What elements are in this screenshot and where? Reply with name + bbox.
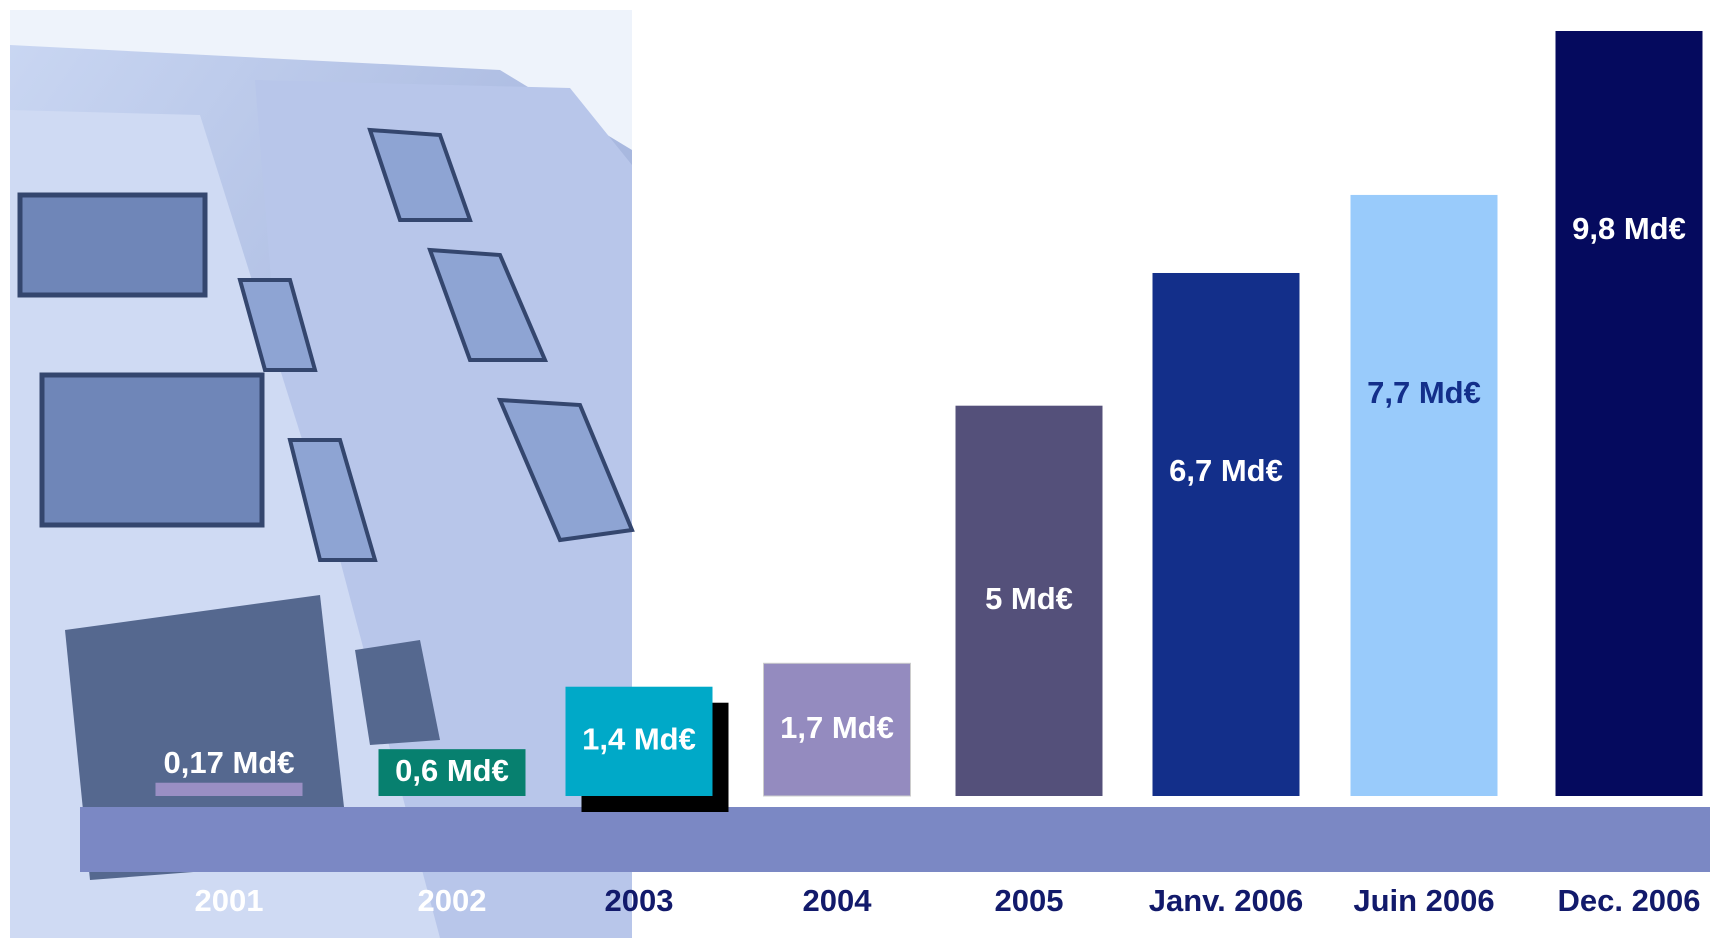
- x-tick-label: 2005: [995, 883, 1064, 918]
- x-tick-label: Janv. 2006: [1149, 883, 1304, 918]
- x-tick-label: Dec. 2006: [1557, 883, 1700, 918]
- value-label: 6,7 Md€: [1169, 453, 1283, 488]
- value-label: 1,4 Md€: [582, 722, 696, 757]
- value-label: 9,8 Md€: [1572, 211, 1686, 246]
- value-label: 1,7 Md€: [780, 710, 894, 745]
- value-label: 0,6 Md€: [395, 753, 509, 788]
- bar: [1351, 195, 1498, 796]
- value-label: 5 Md€: [985, 581, 1073, 616]
- timeline-band: [80, 807, 1710, 872]
- building-photo: [10, 10, 632, 938]
- x-tick-label: 2002: [418, 883, 487, 918]
- bar: [156, 783, 303, 796]
- x-tick-label: 2001: [195, 883, 264, 918]
- bar: [1153, 273, 1300, 796]
- x-tick-label: 2003: [605, 883, 674, 918]
- bar: [1556, 31, 1703, 796]
- page: 0,17 Md€ 2001 0,6 Md€ 2002 1,4 Md€ 2003 1,7 Md…: [0, 0, 1710, 938]
- x-tick-label: 2004: [803, 883, 873, 918]
- value-label: 7,7 Md€: [1367, 375, 1481, 410]
- x-tick-label: Juin 2006: [1353, 883, 1494, 918]
- chart: 0,17 Md€ 2001 0,6 Md€ 2002 1,4 Md€ 2003 1,7 Md…: [0, 0, 1710, 938]
- value-label: 0,17 Md€: [164, 745, 295, 780]
